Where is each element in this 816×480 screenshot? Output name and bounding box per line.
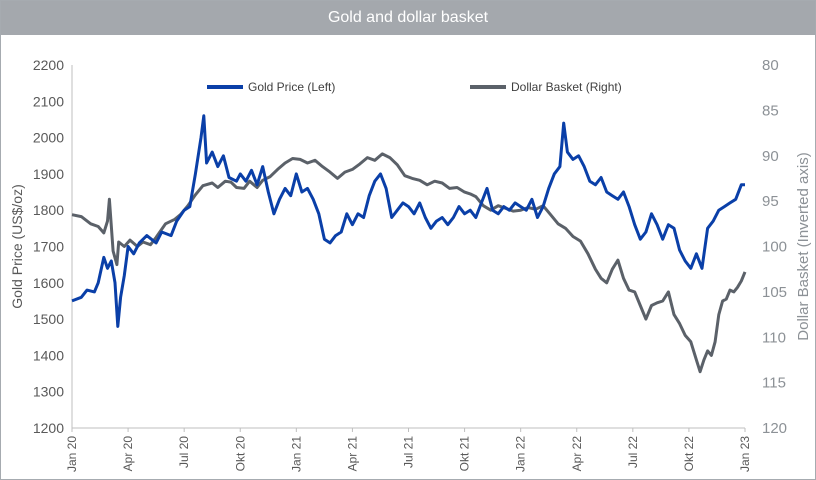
y2-tick-label: 80: [762, 57, 779, 74]
y2-tick-label: 105: [762, 284, 787, 301]
y2-tick-label: 120: [762, 420, 787, 437]
x-tick-label: Okt 21: [458, 436, 472, 472]
y-tick-label: 1900: [33, 166, 64, 182]
y-tick-label: 2000: [33, 130, 64, 146]
y-tick-label: 1600: [33, 275, 64, 291]
x-tick-label: Apr 22: [570, 436, 584, 472]
y2-tick-label: 85: [762, 102, 779, 119]
x-tick-label: Jan 22: [514, 436, 528, 472]
x-tick-label: Jan 20: [65, 436, 79, 472]
y-tick-label: 1200: [33, 420, 64, 436]
y-tick-label: 2100: [33, 93, 64, 109]
y2-axis-title: Dollar Basket (Inverted axis): [795, 152, 812, 340]
y-tick-label: 1700: [33, 239, 64, 255]
x-tick-label: Apr 20: [121, 436, 135, 472]
x-tick-label: Okt 22: [682, 436, 696, 472]
y-tick-label: 1500: [33, 311, 64, 327]
y2-tick-label: 95: [762, 193, 779, 210]
series-gold-line: [71, 114, 745, 328]
y2-tick-label: 110: [762, 329, 786, 346]
legend-dollar-label: Dollar Basket (Right): [511, 80, 622, 94]
y-tick-label: 1300: [33, 384, 64, 400]
y-tick-label: 1800: [33, 202, 64, 218]
x-tick-label: Jul 21: [402, 436, 416, 468]
x-tick-label: Jan 23: [738, 436, 752, 472]
x-tick-label: Jan 21: [289, 436, 303, 472]
y-tick-label: 1400: [33, 347, 64, 363]
y-tick-label: 2200: [33, 57, 64, 73]
y2-tick-label: 90: [762, 148, 779, 165]
x-tick-label: Jul 20: [177, 436, 191, 468]
y2-tick-label: 100: [762, 239, 787, 256]
y2-tick-label: 115: [762, 375, 786, 392]
x-tick-label: Okt 20: [233, 436, 247, 472]
chart-title: Gold and dollar basket: [1, 1, 815, 35]
x-tick-label: Apr 21: [345, 436, 359, 472]
legend-gold-label: Gold Price (Left): [248, 80, 335, 94]
y-axis-title: Gold Price (US$/oz): [9, 184, 25, 308]
series-dollar-line: [71, 152, 747, 374]
x-tick-label: Jul 22: [626, 436, 640, 468]
